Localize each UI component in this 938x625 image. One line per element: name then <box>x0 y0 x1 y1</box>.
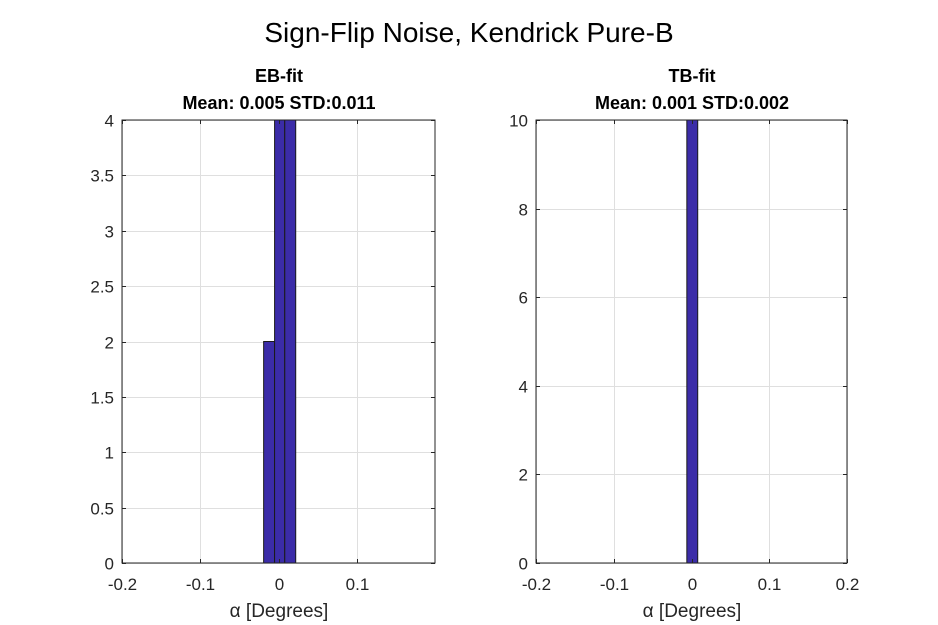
eb-fit-x-tick-label: 0.1 <box>346 575 370 594</box>
eb-fit-y-tick-label: 2 <box>105 334 114 353</box>
eb-fit-y-tick-label: 2.5 <box>90 278 114 297</box>
tb-fit-axes-box <box>535 119 848 564</box>
tb-fit-x-tick-label: 0 <box>688 575 697 594</box>
eb-fit-x-ticks: -0.2 -0.1 0 0.1 <box>108 120 369 594</box>
tb-fit-bar <box>686 119 699 564</box>
eb-fit-axes-box <box>121 119 436 564</box>
eb-fit-x-tick-label: -0.2 <box>108 575 137 594</box>
eb-fit-y-tick-label: 3.5 <box>90 167 114 186</box>
eb-fit-y-tick-label: 0 <box>105 555 114 574</box>
tb-fit-x-tick-label: -0.1 <box>600 575 629 594</box>
eb-fit-title: EB-fit <box>255 66 303 86</box>
tb-fit-y-tick-label: 4 <box>519 378 528 397</box>
figure-title: Sign-Flip Noise, Kendrick Pure-B <box>264 17 673 48</box>
tb-fit-y-tick-label: 6 <box>519 289 528 308</box>
eb-fit-y-tick-label: 4 <box>105 112 114 131</box>
tb-fit-x-ticks: -0.2 -0.1 0 0.1 0.2 <box>522 120 859 594</box>
tb-fit-subtitle: Mean: 0.001 STD:0.002 <box>595 93 789 113</box>
eb-fit-x-axis-label: α [Degrees] <box>230 601 329 622</box>
eb-fit-bar <box>263 341 276 564</box>
eb-fit-subtitle: Mean: 0.005 STD:0.011 <box>182 93 375 113</box>
eb-fit-y-ticks: 0 0.5 1 1.5 2 2.5 3 3.5 4 <box>90 112 435 574</box>
tb-fit-chart: TB-fit Mean: 0.001 STD:0.002 -0.2 -0.1 0 0.… <box>509 66 859 622</box>
eb-fit-y-tick-label: 0.5 <box>90 500 114 519</box>
tb-fit-y-tick-label: 8 <box>519 201 528 220</box>
tb-fit-x-tick-label: 0.2 <box>836 575 860 594</box>
tb-fit-bars <box>686 119 699 564</box>
eb-fit-y-tick-label: 1 <box>105 444 114 463</box>
eb-fit-bar <box>274 119 286 564</box>
eb-fit-y-tick-label: 1.5 <box>90 389 114 408</box>
eb-fit-x-tick-label: 0 <box>275 575 284 594</box>
tb-fit-y-tick-label: 0 <box>519 555 528 574</box>
tb-fit-title: TB-fit <box>669 66 716 86</box>
eb-fit-bars <box>263 119 297 564</box>
eb-fit-bar <box>284 119 297 564</box>
tb-fit-y-tick-label: 10 <box>509 112 528 131</box>
tb-fit-x-tick-label: -0.2 <box>522 575 551 594</box>
eb-fit-y-tick-label: 3 <box>105 223 114 242</box>
tb-fit-y-tick-label: 2 <box>519 466 528 485</box>
tb-fit-x-tick-label: 0.1 <box>758 575 782 594</box>
eb-fit-chart: EB-fit Mean: 0.005 STD:0.011 -0.2 -0.1 0 0.… <box>90 66 436 622</box>
tb-fit-x-axis-label: α [Degrees] <box>643 601 742 622</box>
tb-fit-y-ticks: 0 2 4 6 8 10 <box>509 112 847 574</box>
eb-fit-x-tick-label: -0.1 <box>186 575 215 594</box>
